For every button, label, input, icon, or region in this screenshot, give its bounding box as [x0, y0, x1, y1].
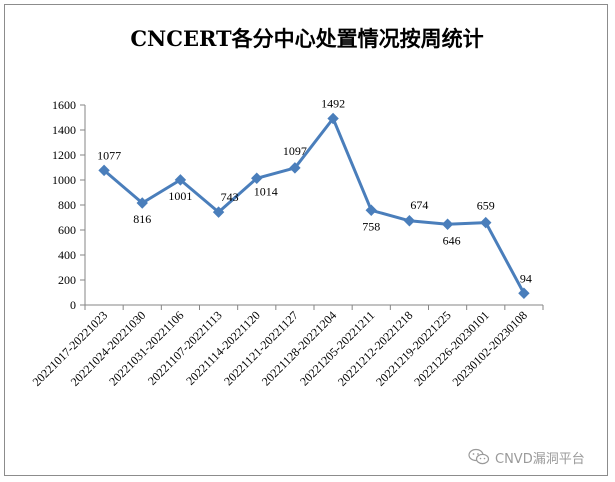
- chart-frame: [4, 4, 608, 476]
- axes: 0200400600800100012001400160020221017-20…: [30, 98, 544, 389]
- data-point: [251, 172, 263, 184]
- y-tick-label: 800: [58, 198, 76, 212]
- data-label: 743: [221, 190, 239, 204]
- y-tick-label: 200: [58, 273, 76, 287]
- data-label: 1014: [254, 184, 278, 198]
- x-tick-label: 20230102-20230108: [449, 308, 530, 389]
- data-point: [289, 162, 301, 174]
- data-point: [403, 215, 416, 227]
- y-tick-label: 0: [70, 298, 76, 312]
- y-tick-label: 600: [58, 223, 76, 237]
- data-labels: 1077 816 1001 743 1014 1097 1492 758 674 646 659 94: [97, 97, 532, 286]
- y-tick-label: 1000: [52, 173, 76, 187]
- series-line: [98, 112, 530, 299]
- chart-title: CNCERT各分中心处置情况按周统计: [130, 26, 483, 51]
- data-point: [327, 112, 339, 125]
- data-label: 1001: [168, 189, 192, 203]
- y-tick-label: 1200: [52, 148, 76, 162]
- data-point: [441, 218, 454, 230]
- y-tick-label: 400: [58, 248, 76, 262]
- data-point: [212, 206, 225, 218]
- data-label: 94: [520, 271, 532, 285]
- data-point: [480, 216, 492, 229]
- watermark: CNVD漏洞平台: [468, 447, 585, 467]
- data-label: 1097: [283, 144, 307, 158]
- data-point: [136, 197, 148, 209]
- y-tick-label: 1600: [52, 98, 76, 112]
- data-point: [365, 204, 377, 216]
- data-label: 758: [362, 219, 380, 233]
- y-tick-label: 1400: [52, 123, 76, 137]
- data-label: 674: [410, 198, 428, 212]
- watermark-text: CNVD漏洞平台: [495, 451, 585, 467]
- data-label: 816: [133, 212, 151, 226]
- data-point: [518, 287, 530, 299]
- data-label: 1492: [321, 97, 345, 111]
- series-path: [103, 117, 526, 295]
- data-point: [98, 164, 110, 177]
- wechat-icon: [468, 448, 490, 465]
- data-label: 659: [477, 199, 495, 213]
- data-point: [174, 174, 187, 186]
- data-label: 646: [443, 233, 461, 247]
- data-label: 1077: [97, 148, 121, 162]
